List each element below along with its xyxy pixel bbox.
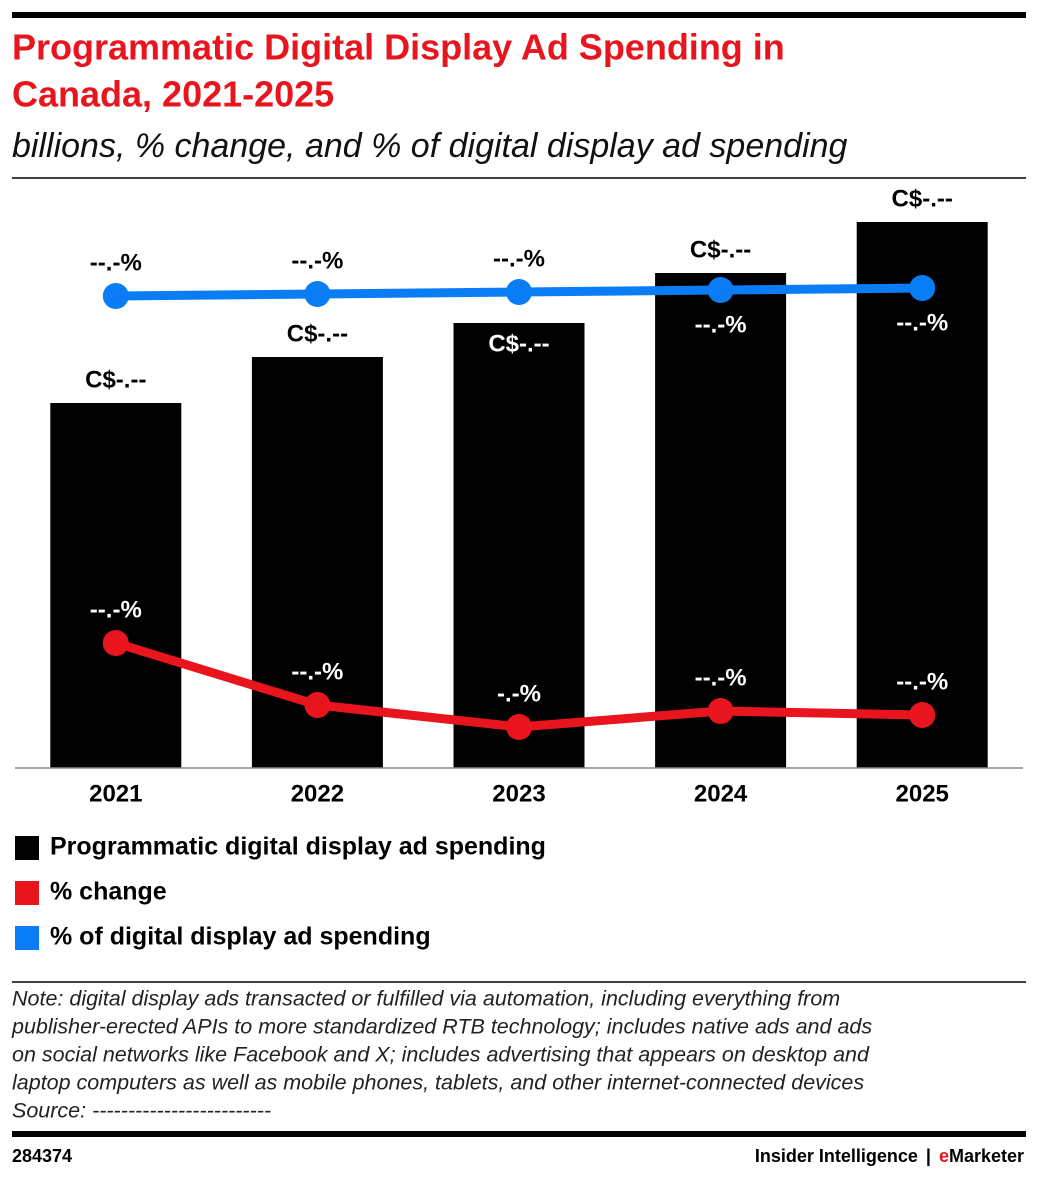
- data-label: --.-%: [493, 245, 545, 272]
- point: [707, 698, 734, 724]
- legend-label: % change: [50, 878, 167, 906]
- data-label: --.-%: [896, 668, 948, 695]
- legend-label: Programmatic digital display ad spending: [50, 833, 546, 861]
- brand-sep: |: [926, 1146, 931, 1166]
- brand-e: e: [939, 1146, 949, 1166]
- top-rule: [12, 12, 1026, 18]
- data-label: --.-%: [291, 247, 343, 274]
- data-label: --.-%: [291, 658, 343, 685]
- brand: Insider Intelligence | eMarketer: [755, 1146, 1024, 1166]
- legend-swatch: [15, 926, 39, 950]
- data-label: C$-.--: [85, 366, 146, 393]
- point: [102, 630, 129, 656]
- legend-swatch: [15, 881, 39, 905]
- data-label: --.-%: [90, 249, 142, 276]
- chart-title: Canada, 2021-2025: [12, 74, 334, 115]
- point: [506, 279, 532, 305]
- note-line: publisher-erected APIs to more standardi…: [11, 1015, 872, 1039]
- data-label: C$-.--: [287, 320, 348, 347]
- point: [909, 275, 936, 301]
- chart-subtitle: billions, % change, and % of digital dis…: [12, 127, 848, 165]
- x-tick-label: 2024: [694, 780, 748, 807]
- point: [304, 692, 331, 718]
- bottom-rule: [12, 1131, 1026, 1137]
- data-label: C$-.--: [690, 236, 751, 263]
- chart-id: 284374: [12, 1146, 72, 1166]
- note-line: Note: digital display ads transacted or …: [12, 987, 840, 1011]
- x-tick-label: 2022: [291, 780, 344, 807]
- x-tick-label: 2025: [896, 780, 949, 807]
- data-label: C$-.--: [488, 330, 549, 357]
- data-label: C$-.--: [892, 185, 953, 212]
- brand-text: Insider Intelligence: [755, 1146, 918, 1166]
- bar: [655, 273, 787, 768]
- data-label: --.-%: [896, 309, 948, 336]
- x-tick-label: 2023: [492, 780, 545, 807]
- x-tick-label: 2021: [89, 780, 142, 807]
- data-label: --.-%: [90, 596, 142, 623]
- note-line: Source: -------------------------: [12, 1099, 271, 1123]
- data-label: --.-%: [695, 664, 747, 691]
- point: [304, 281, 331, 307]
- chart-title: Programmatic Digital Display Ad Spending…: [12, 27, 785, 68]
- bar: [856, 222, 988, 768]
- note-line: on social networks like Facebook and X; …: [12, 1043, 870, 1067]
- legend-swatch: [15, 836, 39, 860]
- data-label: --.-%: [695, 311, 747, 338]
- point: [707, 277, 734, 303]
- legend-label: % of digital display ad spending: [50, 923, 431, 951]
- brand-text: Marketer: [949, 1146, 1024, 1166]
- data-label: -.-%: [497, 680, 541, 707]
- bar: [453, 323, 585, 768]
- note-line: laptop computers as well as mobile phone…: [12, 1071, 864, 1095]
- bar: [50, 403, 182, 768]
- point: [909, 702, 936, 728]
- point: [506, 714, 532, 740]
- point: [102, 283, 129, 309]
